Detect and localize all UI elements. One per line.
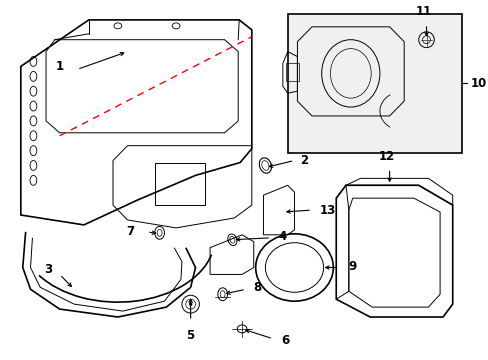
Text: 2: 2 <box>300 154 308 167</box>
Text: 10: 10 <box>469 77 486 90</box>
Text: 3: 3 <box>44 263 52 276</box>
Text: 8: 8 <box>253 281 262 294</box>
Text: 6: 6 <box>280 334 288 347</box>
Text: 4: 4 <box>278 230 285 243</box>
Text: 5: 5 <box>186 329 194 342</box>
Circle shape <box>189 303 192 306</box>
Bar <box>287 14 462 153</box>
Text: 11: 11 <box>415 5 431 18</box>
Text: 7: 7 <box>126 225 134 238</box>
Text: 1: 1 <box>56 60 63 73</box>
Text: 9: 9 <box>348 260 356 273</box>
Text: 12: 12 <box>378 149 394 162</box>
Text: 13: 13 <box>319 203 335 217</box>
